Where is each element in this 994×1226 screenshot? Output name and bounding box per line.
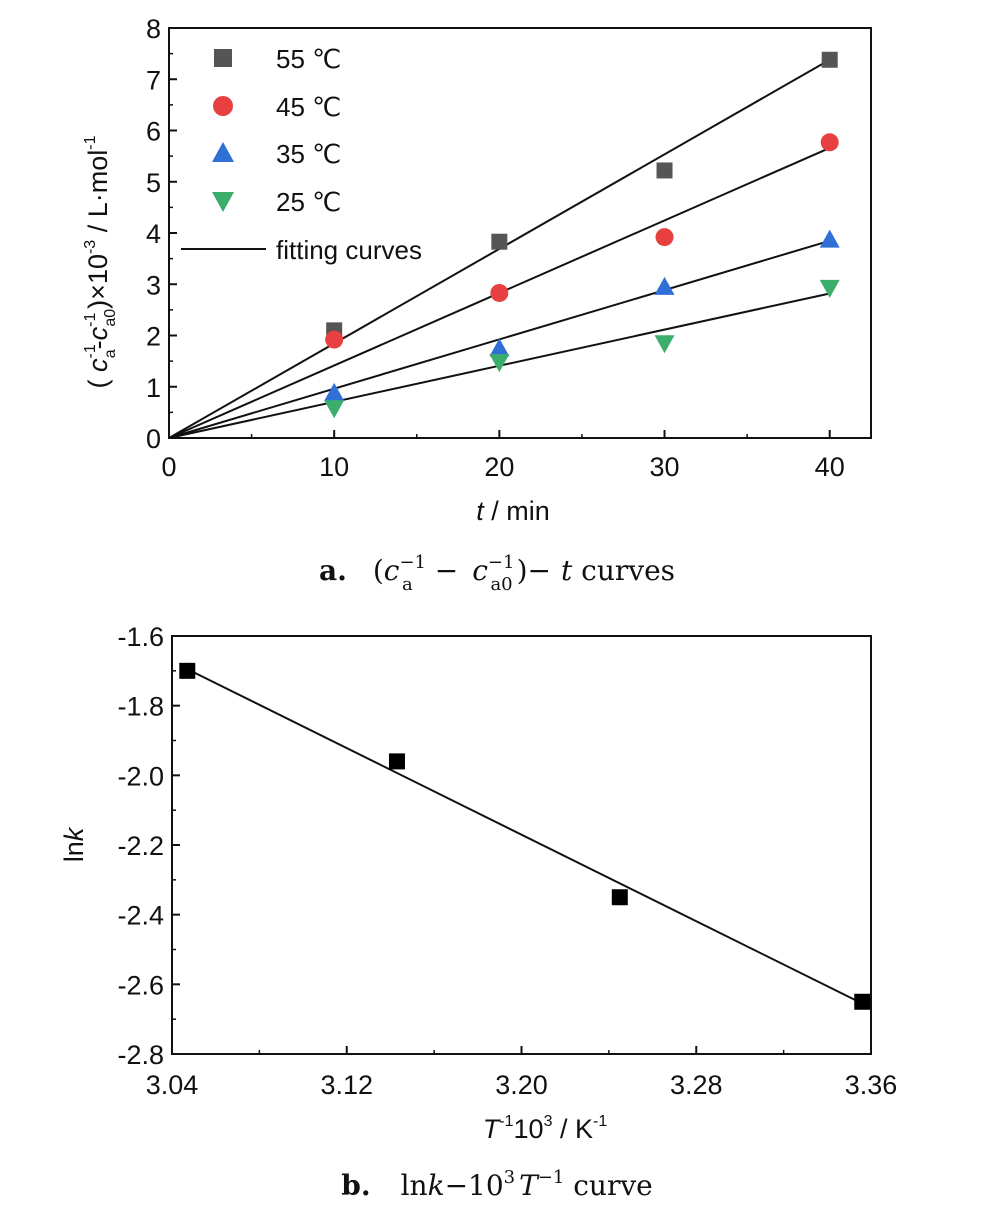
y-tick-label: 2 <box>146 322 161 352</box>
data-point <box>656 162 673 179</box>
data-point <box>489 338 510 357</box>
data-point <box>611 889 628 906</box>
chart-b-points <box>179 662 871 1010</box>
x-tick-label: 3.12 <box>320 1070 373 1100</box>
x-tick-label: 3.36 <box>845 1070 898 1100</box>
data-point <box>654 335 675 354</box>
chart-a-caption: a. (c−1 a − c−1 a0)− t curves <box>319 552 675 595</box>
data-point <box>654 276 675 295</box>
legend-marker <box>212 142 234 162</box>
data-point <box>325 330 344 349</box>
y-tick-label: -1.8 <box>117 692 164 722</box>
chart-b-x-axis-label: T-1103 / K-1 <box>483 1113 608 1144</box>
legend-label: 25 ℃ <box>276 187 341 217</box>
x-tick-label: 40 <box>815 452 845 482</box>
legend-label: 55 ℃ <box>276 44 341 74</box>
data-point <box>820 133 839 152</box>
x-tick-label: 10 <box>319 452 349 482</box>
legend-label: 35 ℃ <box>276 139 341 169</box>
data-point <box>655 228 674 247</box>
y-tick-label: -1.6 <box>117 622 164 652</box>
chart-b-ticks: 3.04 3.12 3.20 3.28 3.36 -2.8 -2.6 -2.4 -2.2 -2.0… <box>117 622 897 1100</box>
chart-a: 0 10 20 30 40 0 1 2 3 4 5 6 7 8 55 ℃ 45 ℃ 35 ℃ 25 ℃ fitti… <box>82 14 872 595</box>
y-tick-label: -2.2 <box>117 831 164 861</box>
legend-marker <box>214 49 232 67</box>
data-point <box>821 51 838 68</box>
y-tick-label: -2.0 <box>117 761 164 791</box>
y-tick-label: -2.6 <box>117 970 164 1000</box>
chart-a-points <box>324 51 840 419</box>
data-point <box>854 993 871 1010</box>
x-tick-label: 3.04 <box>146 1070 199 1100</box>
data-point <box>490 283 509 302</box>
chart-b-frame <box>171 635 872 1055</box>
chart-b: 3.04 3.12 3.20 3.28 3.36 -2.8 -2.6 -2.4 -2.2 -2.0… <box>59 622 897 1202</box>
x-tick-label: 3.20 <box>495 1070 548 1100</box>
x-tick-label: 20 <box>484 452 514 482</box>
x-tick-label: 3.28 <box>670 1070 723 1100</box>
y-tick-label: 3 <box>146 270 161 300</box>
chart-a-y-axis-label: ( c-1 a-c-1 a0)×10-3 / L·mol-1 <box>82 135 119 388</box>
chart-b-caption: b. lnk−103 T−1 curve <box>341 1167 652 1202</box>
legend-label-fit: fitting curves <box>276 235 422 265</box>
legend-marker <box>212 192 234 212</box>
data-point <box>489 354 510 373</box>
data-point <box>324 400 345 419</box>
y-tick-label: 8 <box>146 14 161 44</box>
data-point <box>324 382 345 401</box>
legend-label: 45 ℃ <box>276 92 341 122</box>
legend-marker <box>213 96 233 116</box>
y-tick-label: -2.8 <box>117 1040 164 1070</box>
chart-a-x-axis-label: t / min <box>476 496 550 526</box>
y-tick-label: -2.4 <box>117 901 164 931</box>
x-tick-label: 0 <box>161 452 176 482</box>
data-point <box>819 229 840 248</box>
data-point <box>491 233 508 250</box>
chart-a-frame <box>168 27 872 439</box>
y-tick-label: 7 <box>146 65 161 95</box>
chart-b-y-axis-label: lnk <box>59 826 89 862</box>
y-tick-label: 6 <box>146 117 161 147</box>
y-tick-label: 4 <box>146 219 161 249</box>
chart-a-legend: 55 ℃ 45 ℃ 35 ℃ 25 ℃ fitting curves <box>181 44 422 265</box>
y-tick-label: 1 <box>146 373 161 403</box>
chart-b-fit-line <box>186 668 863 1005</box>
data-point <box>388 753 405 770</box>
data-point <box>819 279 840 298</box>
fit-line <box>186 668 863 1005</box>
data-point <box>179 662 196 679</box>
x-tick-label: 30 <box>650 452 680 482</box>
y-tick-label: 0 <box>146 424 161 454</box>
y-tick-label: 5 <box>146 168 161 198</box>
